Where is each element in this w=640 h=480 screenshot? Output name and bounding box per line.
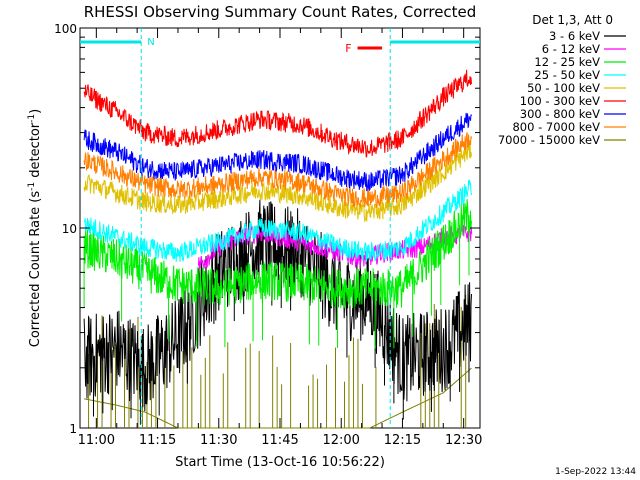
legend-label: 3 - 6 keV <box>549 29 600 43</box>
y-tick-label: 10 <box>62 222 77 236</box>
series-layer <box>83 69 473 429</box>
series-line-7 <box>83 132 472 209</box>
y-axis-label-end: ) <box>28 109 43 114</box>
x-tick-label: 11:00 <box>78 433 115 448</box>
series-2 <box>83 199 472 349</box>
y-axis-label: Corrected Count Rate (s-1 detector-1) <box>27 109 43 347</box>
x-tick-label: 12:30 <box>445 433 482 448</box>
flare-marker: F <box>345 42 351 55</box>
series-7 <box>83 132 472 209</box>
legend-label: 12 - 25 keV <box>534 55 600 69</box>
saa-marker: N <box>147 37 154 48</box>
legend-title: Det 1,3, Att 0 <box>532 13 613 27</box>
y-tick-label: 100 <box>54 22 77 36</box>
y-ticks: 1 10 100 <box>54 22 480 436</box>
chart-title: RHESSI Observing Summary Count Rates, Co… <box>84 3 477 21</box>
y-axis-label-mid: detector <box>28 122 43 182</box>
x-tick-label: 11:45 <box>261 433 298 448</box>
series-line-5 <box>83 69 472 158</box>
y-axis-label-main: Corrected Count Rate (s <box>28 191 43 348</box>
legend-label: 800 - 7000 keV <box>512 120 600 134</box>
x-tick-label: 11:15 <box>139 433 176 448</box>
footer-timestamp: 1-Sep-2022 13:44 <box>555 467 636 477</box>
series-line-0 <box>83 199 472 412</box>
x-tick-label: 11:30 <box>200 433 237 448</box>
series-5 <box>83 69 472 158</box>
series-line-2 <box>83 199 472 309</box>
legend-label: 6 - 12 keV <box>542 42 600 56</box>
x-ticks: 11:00 11:15 11:30 11:45 12:00 12:15 12:30 <box>78 28 482 448</box>
legend-label: 50 - 100 keV <box>527 81 600 95</box>
legend-label: 100 - 300 keV <box>520 94 600 108</box>
series-3 <box>83 179 472 263</box>
y-tick-label: 1 <box>69 422 77 436</box>
y-axis-label-sup2: -1 <box>27 114 37 123</box>
x-tick-label: 12:15 <box>384 433 421 448</box>
series-6 <box>83 112 472 192</box>
legend-label: 300 - 800 keV <box>520 107 600 121</box>
series-line-8 <box>84 367 472 429</box>
x-axis-label: Start Time (13-Oct-16 10:56:22) <box>175 455 385 470</box>
series-line-3 <box>83 179 472 263</box>
legend-label: 7000 - 15000 keV <box>498 133 600 147</box>
legend-label: 25 - 50 keV <box>534 68 600 82</box>
y-axis-label-sup1: -1 <box>27 182 37 191</box>
series-line-6 <box>83 112 472 192</box>
x-tick-label: 12:00 <box>322 433 359 448</box>
